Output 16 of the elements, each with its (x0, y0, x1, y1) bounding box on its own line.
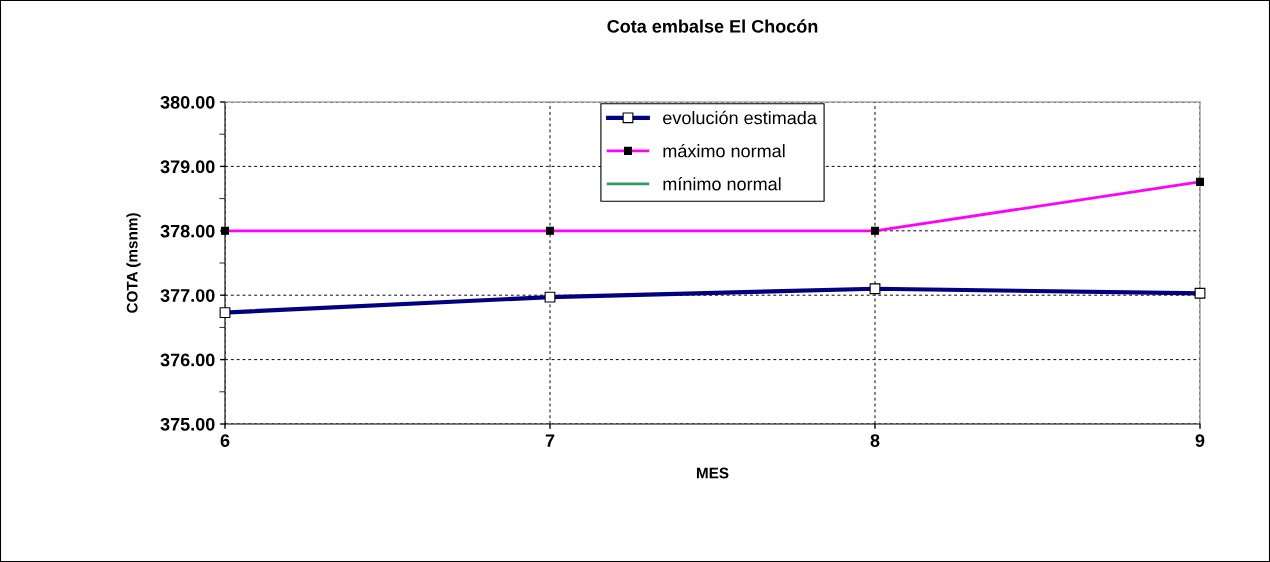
legend-label: mínimo normal (663, 176, 781, 191)
legend-label: evolución estimada (663, 110, 817, 125)
x-axis-title: MES (696, 467, 729, 479)
chart-title: Cota embalse El Chocón (607, 19, 818, 33)
y-tick-label: 375.00 (160, 417, 215, 431)
y-tick-label: 376.00 (160, 353, 215, 367)
y-tick-label: 378.00 (160, 224, 215, 238)
x-tick-label: 9 (1195, 434, 1205, 447)
x-tick-label: 6 (220, 434, 230, 447)
y-tick-label: 379.00 (160, 160, 215, 174)
y-axis-title: COTA (msnm) (126, 213, 141, 313)
x-tick-label: 7 (545, 434, 555, 447)
y-tick-label: 377.00 (160, 289, 215, 302)
x-tick-label: 8 (870, 434, 880, 447)
legend-label: máximo normal (663, 143, 785, 158)
y-tick-label: 380.00 (160, 95, 215, 109)
